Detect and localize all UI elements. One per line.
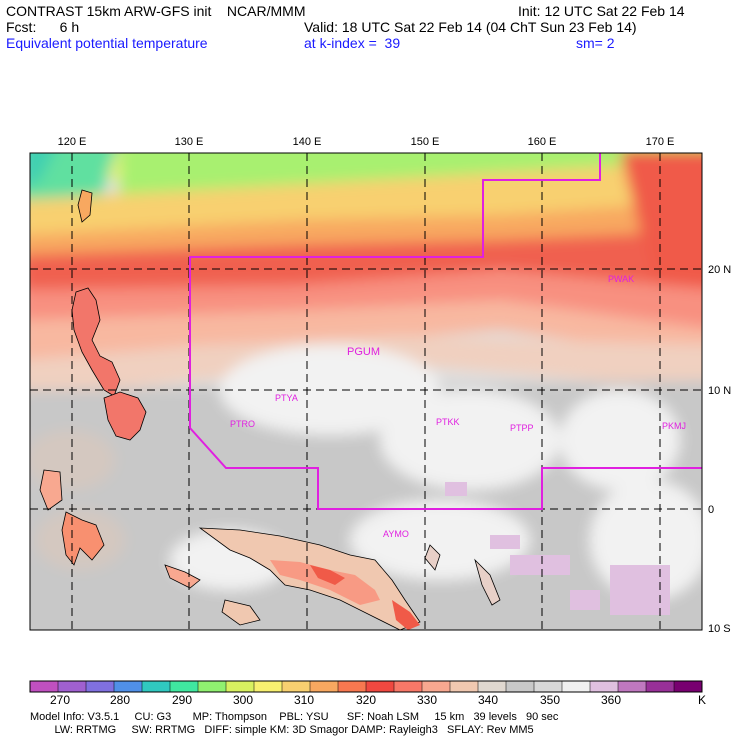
colorbar-swatch: [226, 681, 255, 692]
lat-label-0: 0: [708, 504, 714, 516]
cb-label-320: 320: [355, 693, 377, 707]
graticule: [30, 153, 702, 630]
map-frame: [29, 152, 703, 631]
cb-unit: K: [697, 693, 707, 707]
colorbar-swatch: [86, 681, 115, 692]
model-title: CONTRAST 15km ARW-GFS init NCAR/MMM: [6, 3, 306, 19]
lon-label-120: 120 E: [58, 136, 87, 148]
colorbar-swatch: [170, 681, 199, 692]
cb-label-310: 310: [293, 693, 315, 707]
station-ptya: PTYA: [275, 393, 298, 403]
colorbar-swatch: [618, 681, 647, 692]
cb-label-300: 300: [232, 693, 254, 707]
model-info-line2: LW: RRTMG SW: RRTMG DIFF: simple KM: 3D …: [30, 724, 534, 736]
colorbar-swatch: [30, 681, 59, 692]
level-index: at k-index = 39: [304, 35, 401, 51]
cb-label-360: 360: [600, 693, 622, 707]
colorbar-swatch: [114, 681, 143, 692]
colorbar-swatch: [506, 681, 535, 692]
colorbar-swatch: [562, 681, 591, 692]
colorbar-swatch: [282, 681, 311, 692]
cb-label-270: 270: [49, 693, 71, 707]
valid-time: Valid: 18 UTC Sat 22 Feb 14 (04 ChT Sun …: [304, 19, 637, 35]
smoothing: sm= 2: [576, 35, 615, 51]
colorbar-swatch: [198, 681, 227, 692]
cb-label-280: 280: [109, 693, 131, 707]
field-name: Equivalent potential temperature: [6, 35, 208, 51]
colorbar-swatch: [58, 681, 87, 692]
lon-label-160: 160 E: [528, 136, 557, 148]
lon-label-170: 170 E: [646, 136, 675, 148]
station-pkmj: PKMJ: [662, 421, 686, 431]
colorbar-swatch: [674, 681, 703, 692]
colorbar-swatch: [534, 681, 563, 692]
lon-label-140: 140 E: [293, 136, 322, 148]
cb-label-340: 340: [477, 693, 499, 707]
station-ptkk: PTKK: [436, 417, 460, 427]
station-pwak: PWAK: [608, 274, 634, 284]
lat-label-10s: 10 S: [708, 623, 731, 635]
colorbar-swatch: [254, 681, 283, 692]
colorbar-swatch: [422, 681, 451, 692]
colorbar-swatch: [310, 681, 339, 692]
lon-label-130: 130 E: [175, 136, 204, 148]
theta-e-field: [30, 153, 702, 630]
land-masses: [39, 189, 501, 630]
colorbar-swatch: [394, 681, 423, 692]
station-pgum: PGUM: [347, 346, 380, 358]
lon-label-150: 150 E: [411, 136, 440, 148]
lat-label-20n: 20 N: [708, 264, 731, 276]
cb-label-330: 330: [416, 693, 438, 707]
forecast-hour: Fcst: 6 h: [6, 19, 80, 35]
model-info-line1: Model Info: V3.5.1 CU: G3 MP: Thompson P…: [30, 711, 559, 723]
colorbar-swatch: [646, 681, 675, 692]
colorbar-swatch: [142, 681, 171, 692]
station-ptro: PTRO: [230, 419, 255, 429]
station-ptpp: PTPP: [510, 423, 534, 433]
colorbar-swatch: [338, 681, 367, 692]
lat-label-10n: 10 N: [708, 385, 731, 397]
cb-label-290: 290: [171, 693, 193, 707]
init-time: Init: 12 UTC Sat 22 Feb 14: [518, 3, 685, 19]
region-boundary: [189, 153, 702, 510]
colorbar-swatch: [450, 681, 479, 692]
colorbar-swatch: [366, 681, 395, 692]
colorbar: [29, 680, 703, 693]
station-aymo: AYMO: [383, 529, 409, 539]
colorbar-swatch: [478, 681, 507, 692]
cb-label-350: 350: [539, 693, 561, 707]
colorbar-swatch: [590, 681, 619, 692]
